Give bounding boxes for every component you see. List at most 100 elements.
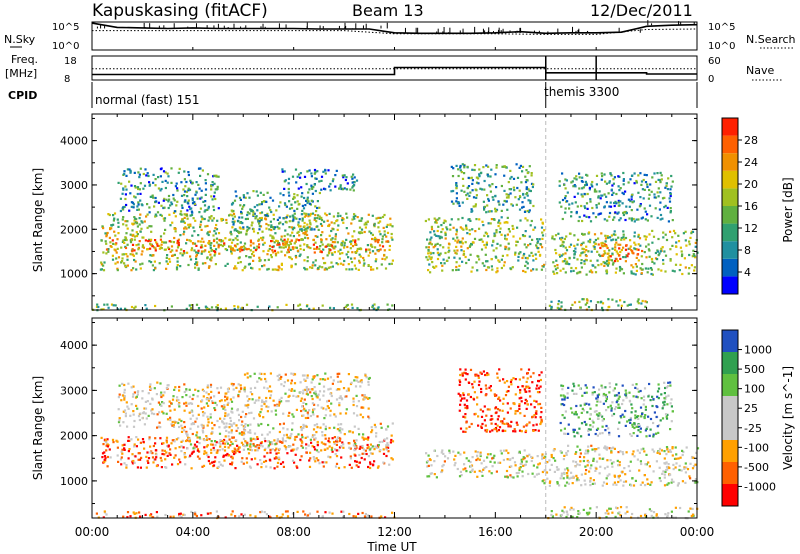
heatmap-cell	[559, 450, 562, 453]
heatmap-cell	[147, 414, 150, 417]
heatmap-cell	[265, 405, 268, 408]
heatmap-cell	[128, 168, 131, 171]
heatmap-cell	[497, 415, 500, 418]
heatmap-cell	[464, 413, 467, 416]
heatmap-cell	[243, 204, 246, 207]
heatmap-cell	[519, 219, 522, 222]
heatmap-cell	[500, 452, 503, 455]
heatmap-cell	[234, 448, 237, 451]
heatmap-cell	[390, 438, 393, 442]
heatmap-cell	[281, 441, 284, 444]
heatmap-cell	[339, 214, 342, 217]
heatmap-cell	[637, 259, 640, 262]
heatmap-cell	[303, 398, 306, 401]
heatmap-cell	[261, 433, 264, 436]
heatmap-cell	[155, 449, 158, 452]
heatmap-cell	[606, 459, 609, 462]
heatmap-cell	[594, 216, 598, 219]
heatmap-cell	[603, 467, 607, 470]
heatmap-cell	[622, 183, 625, 186]
heatmap-cell	[197, 268, 200, 271]
heatmap-cell	[154, 196, 157, 200]
heatmap-cell	[151, 456, 155, 459]
heatmap-cell	[148, 211, 151, 214]
heatmap-cell	[331, 437, 334, 440]
heatmap-cell	[691, 255, 694, 258]
heatmap-cell	[293, 196, 296, 199]
heatmap-cell	[208, 265, 211, 268]
heatmap-cell	[622, 171, 625, 175]
heatmap-cell	[524, 402, 527, 405]
heatmap-cell	[607, 261, 610, 264]
heatmap-cell	[280, 262, 283, 265]
heatmap-cell	[243, 266, 246, 270]
heatmap-cell	[188, 239, 191, 242]
heatmap-cell	[111, 239, 114, 242]
heatmap-cell	[246, 225, 249, 229]
heatmap-cell	[244, 415, 247, 418]
heatmap-cell	[331, 180, 334, 183]
heatmap-cell	[214, 197, 217, 201]
heatmap-cell	[671, 244, 674, 247]
heatmap-cell	[133, 461, 136, 464]
heatmap-cell	[186, 251, 189, 254]
heatmap-cell	[284, 179, 287, 182]
heatmap-cell	[341, 240, 344, 243]
heatmap-cell	[140, 253, 143, 256]
heatmap-cell	[444, 237, 447, 240]
heatmap-cell	[159, 426, 162, 429]
heatmap-cell	[390, 236, 393, 239]
heatmap-cell	[574, 452, 577, 455]
heatmap-cell	[622, 179, 625, 182]
heatmap-cell	[258, 414, 261, 418]
heatmap-cell	[163, 206, 166, 209]
heatmap-cell	[185, 180, 188, 184]
heatmap-cell	[629, 178, 632, 181]
heatmap-cell	[433, 449, 436, 452]
heatmap-cell	[207, 233, 210, 237]
heatmap-cell	[189, 427, 192, 430]
heatmap-cell	[435, 219, 438, 222]
heatmap-cell	[211, 427, 214, 430]
heatmap-cell	[141, 245, 144, 248]
heatmap-cell	[379, 233, 382, 236]
heatmap-cell	[228, 422, 231, 426]
heatmap-cell	[339, 185, 342, 188]
heatmap-cell	[464, 372, 467, 375]
heatmap-cell	[161, 180, 164, 183]
heatmap-cell	[475, 218, 478, 221]
heatmap-cell	[491, 429, 494, 432]
heatmap-cell	[183, 230, 186, 233]
heatmap-cell	[475, 181, 479, 184]
heatmap-cell	[550, 300, 553, 303]
heatmap-cell	[466, 165, 469, 168]
heatmap-cell	[175, 266, 179, 269]
heatmap-cell	[148, 225, 151, 228]
heatmap-cell	[499, 227, 502, 230]
heatmap-cell	[268, 305, 271, 308]
heatmap-cell	[622, 484, 625, 487]
heatmap-cell	[311, 434, 315, 437]
heatmap-cell	[362, 256, 365, 260]
heatmap-cell	[379, 216, 382, 219]
heatmap-cell	[354, 376, 357, 379]
heatmap-cell	[503, 381, 506, 384]
heatmap-cell	[478, 469, 481, 473]
heatmap-cell	[659, 201, 662, 204]
heatmap-cell	[495, 411, 498, 414]
colorbar-cell	[722, 153, 738, 171]
heatmap-cell	[310, 186, 313, 189]
heatmap-cell	[209, 396, 212, 399]
heatmap-cell	[455, 230, 458, 233]
heatmap-cell	[520, 400, 523, 403]
heatmap-cell	[453, 249, 456, 252]
heatmap-cell	[322, 442, 325, 445]
heatmap-cell	[313, 458, 316, 461]
heatmap-cell	[140, 227, 143, 230]
heatmap-cell	[220, 219, 223, 222]
heatmap-cell	[282, 384, 286, 388]
heatmap-cell	[558, 307, 561, 310]
heatmap-cell	[236, 444, 239, 447]
heatmap-cell	[523, 449, 526, 452]
heatmap-cell	[463, 463, 466, 466]
